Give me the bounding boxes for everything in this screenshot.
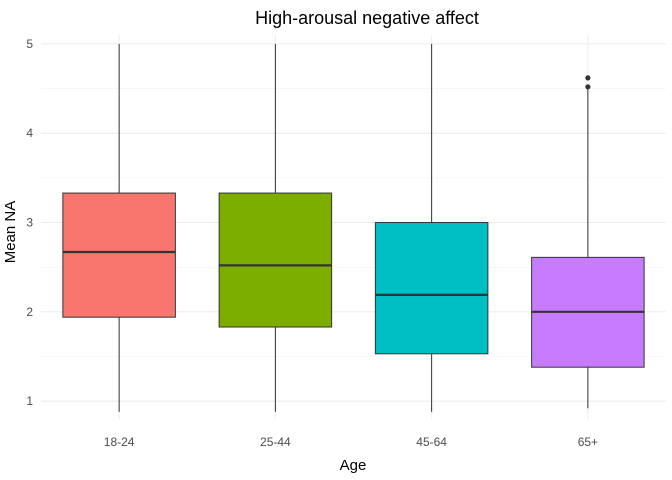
chart-title: High-arousal negative affect [255, 8, 479, 28]
box-45-64 [374, 43, 489, 412]
y-axis-title: Mean NA [2, 201, 19, 264]
x-axis-title: Age [340, 457, 367, 474]
box-body [218, 192, 333, 328]
boxes [62, 43, 645, 412]
y-tick-label: 4 [26, 126, 33, 140]
outlier-point [585, 75, 591, 81]
box-25-44 [218, 43, 333, 412]
x-axis-ticks: 18-24 25-44 45-64 65+ [104, 435, 598, 449]
x-tick-label: 25-44 [260, 435, 291, 449]
y-tick-label: 3 [26, 216, 33, 230]
outlier-point [585, 84, 591, 90]
box-body [62, 192, 176, 318]
box-65+ [531, 75, 645, 409]
box-body [374, 222, 489, 355]
box-18-24 [62, 43, 176, 412]
x-tick-label: 45-64 [416, 435, 447, 449]
y-tick-label: 5 [26, 37, 33, 51]
x-tick-label: 65+ [578, 435, 598, 449]
x-tick-label: 18-24 [104, 435, 135, 449]
y-axis-ticks: 1 2 3 4 5 [26, 37, 33, 408]
y-tick-label: 1 [26, 394, 33, 408]
y-tick-label: 2 [26, 305, 33, 319]
